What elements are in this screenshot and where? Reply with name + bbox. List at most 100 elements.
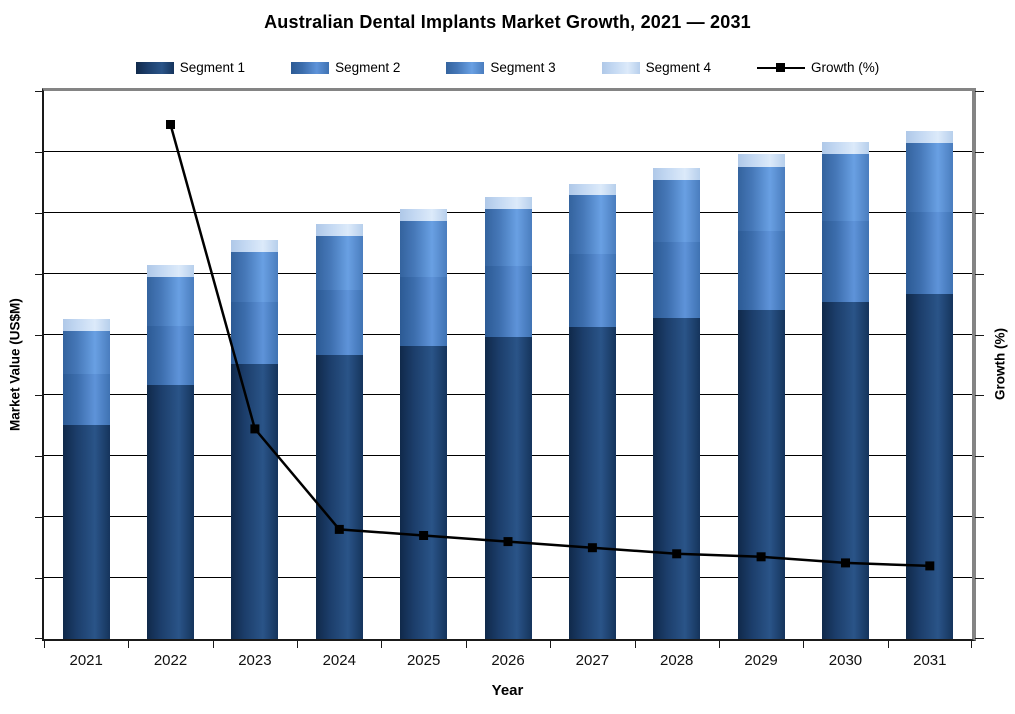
left-axis-tick: [35, 517, 44, 519]
bar-segment-4-2031: [906, 131, 954, 144]
bottom-axis-tick: [718, 641, 720, 648]
x-tick-label-2029: 2029: [744, 652, 778, 669]
right-axis-tick: [975, 212, 984, 214]
bar-segment-2-2031: [906, 211, 954, 295]
right-axis-tick: [975, 395, 984, 397]
right-axis-tick: [975, 638, 984, 639]
right-axis-tick: [975, 456, 984, 458]
plot-area: [35, 88, 984, 648]
bar-segment-2-2024: [315, 289, 363, 356]
growth-marker: [250, 424, 260, 434]
bottom-axis-tick: [212, 641, 214, 648]
left-axis-tick: [35, 212, 44, 214]
bar-segment-2-2029: [737, 231, 785, 311]
bottom-axis-tick: [887, 641, 889, 648]
bar-segment-1-2025: [400, 345, 448, 639]
legend-item-segment-2: Segment 2: [291, 60, 400, 75]
growth-line: [166, 120, 935, 571]
growth-marker: [587, 543, 597, 553]
legend-label: Segment 2: [335, 60, 401, 75]
bar-segment-1-2027: [568, 327, 616, 639]
bar-segment-3-2028: [653, 179, 701, 243]
legend-item-segment-1: Segment 1: [135, 60, 246, 75]
bar-segment-3-2031: [906, 143, 954, 212]
growth-marker: [503, 537, 513, 547]
bar-segment-1-2026: [484, 337, 532, 639]
y-axis-title-left: Market Value (US$M): [7, 298, 23, 431]
left-axis-tick: [35, 273, 44, 275]
growth-marker: [166, 120, 175, 129]
bottom-axis-tick: [971, 641, 972, 648]
bar-segment-4-2025: [400, 209, 448, 222]
bottom-axis-tick: [297, 641, 299, 648]
right-axis-tick: [975, 517, 984, 519]
bar-segment-1-2028: [653, 317, 701, 639]
x-tick-label-2030: 2030: [828, 652, 863, 669]
bar-segment-2-2022: [147, 326, 195, 385]
growth-line-marker-icon: [756, 62, 805, 74]
x-tick-label-2022: 2022: [153, 652, 188, 669]
growth-marker: [672, 549, 682, 559]
segment-2-swatch-icon: [291, 61, 330, 74]
bar-segment-2-2026: [484, 266, 532, 337]
growth-marker: [419, 531, 429, 540]
right-axis-tick: [975, 273, 984, 275]
x-tick-label-2026: 2026: [491, 652, 525, 669]
legend: Segment 1 Segment 2 Segment 3 Segment 4 …: [0, 60, 1015, 75]
bar-segment-1-2031: [906, 294, 954, 639]
bar-segment-4-2029: [737, 154, 785, 167]
bar-segment-2-2030: [821, 221, 869, 302]
bottom-axis-tick: [465, 641, 467, 648]
bar-segment-4-2021: [62, 318, 110, 331]
y-axis-title-right: Growth (%): [992, 328, 1008, 401]
x-tick-label-2025: 2025: [406, 652, 441, 669]
bottom-axis-tick: [634, 641, 636, 648]
bar-segment-4-2022: [147, 265, 195, 278]
segment-1-swatch-icon: [135, 61, 174, 74]
bar-segment-1-2023: [231, 363, 279, 639]
bottom-axis-tick: [44, 641, 45, 648]
growth-marker: [841, 558, 850, 568]
chart-title: Australian Dental Implants Market Growth…: [264, 12, 751, 32]
bar-segment-4-2027: [568, 183, 616, 195]
legend-item-segment-3: Segment 3: [446, 60, 556, 75]
right-axis-tick: [975, 151, 984, 153]
bar-segment-4-2028: [653, 167, 701, 180]
segment-4-swatch-icon: [601, 61, 640, 74]
bar-segment-3-2027: [568, 194, 616, 255]
left-axis-tick: [35, 395, 44, 397]
bottom-axis-tick: [128, 641, 130, 648]
bar-segment-1-2022: [147, 384, 195, 639]
left-axis-tick: [35, 91, 44, 92]
bar-segment-1-2030: [821, 301, 869, 639]
bar-segment-1-2021: [62, 424, 110, 639]
bottom-axis-tick: [803, 641, 805, 648]
left-axis-tick: [35, 638, 44, 639]
right-axis-tick: [975, 334, 984, 336]
x-axis-title: Year: [491, 682, 524, 699]
x-tick-label-2027: 2027: [575, 652, 610, 669]
bar-segment-3-2030: [821, 154, 869, 222]
legend-label: Segment 4: [645, 60, 711, 75]
bar-segment-3-2029: [737, 166, 785, 232]
bar-segment-4-2026: [484, 196, 532, 210]
left-axis-tick: [35, 151, 44, 153]
left-axis-tick: [35, 578, 44, 580]
bar-segment-3-2025: [400, 221, 448, 278]
bar-segment-1-2029: [737, 310, 785, 639]
left-axis-tick: [35, 456, 44, 458]
bar-segment-2-2021: [62, 373, 110, 425]
bar-segment-4-2024: [315, 223, 363, 236]
bar-segment-1-2024: [315, 355, 363, 639]
right-axis-tick: [975, 91, 984, 92]
bar-segment-3-2024: [315, 235, 363, 290]
x-tick-label-2031: 2031: [913, 652, 947, 669]
gridline: [44, 150, 972, 152]
bar-segment-2-2028: [653, 242, 701, 318]
left-axis-tick: [35, 334, 44, 336]
bar-segment-3-2022: [147, 277, 195, 327]
legend-label: Segment 1: [179, 60, 246, 75]
bar-segment-3-2026: [484, 209, 532, 267]
legend-item-growth: Growth (%): [756, 60, 879, 75]
